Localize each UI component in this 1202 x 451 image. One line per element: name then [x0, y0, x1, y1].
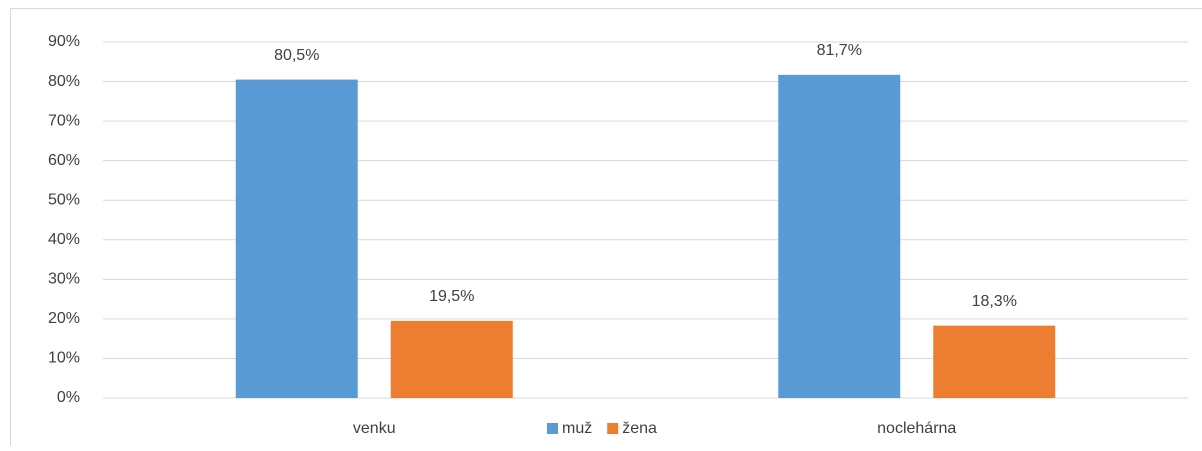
- bar: [933, 326, 1055, 398]
- bar: [236, 80, 358, 398]
- bar: [391, 321, 513, 398]
- y-tick-label: 0%: [57, 389, 80, 406]
- y-tick-label: 70%: [48, 112, 80, 129]
- x-tick-label: venku: [353, 420, 396, 437]
- y-tick-label: 20%: [48, 310, 80, 327]
- data-label: 19,5%: [429, 288, 474, 305]
- data-label: 81,7%: [817, 42, 862, 59]
- legend-label: žena: [622, 420, 657, 437]
- y-tick-label: 80%: [48, 73, 80, 90]
- legend-label: muž: [562, 420, 592, 437]
- legend-swatch: [547, 423, 558, 434]
- y-tick-label: 40%: [48, 231, 80, 248]
- y-tick-label: 10%: [48, 350, 80, 367]
- y-tick-label: 60%: [48, 152, 80, 169]
- data-label: 18,3%: [972, 293, 1017, 310]
- y-tick-label: 30%: [48, 271, 80, 288]
- y-tick-label: 90%: [48, 33, 80, 50]
- data-label: 80,5%: [274, 47, 319, 64]
- x-tick-label: noclehárna: [877, 420, 956, 437]
- legend-swatch: [607, 423, 618, 434]
- y-tick-label: 50%: [48, 191, 80, 208]
- bar: [778, 75, 900, 398]
